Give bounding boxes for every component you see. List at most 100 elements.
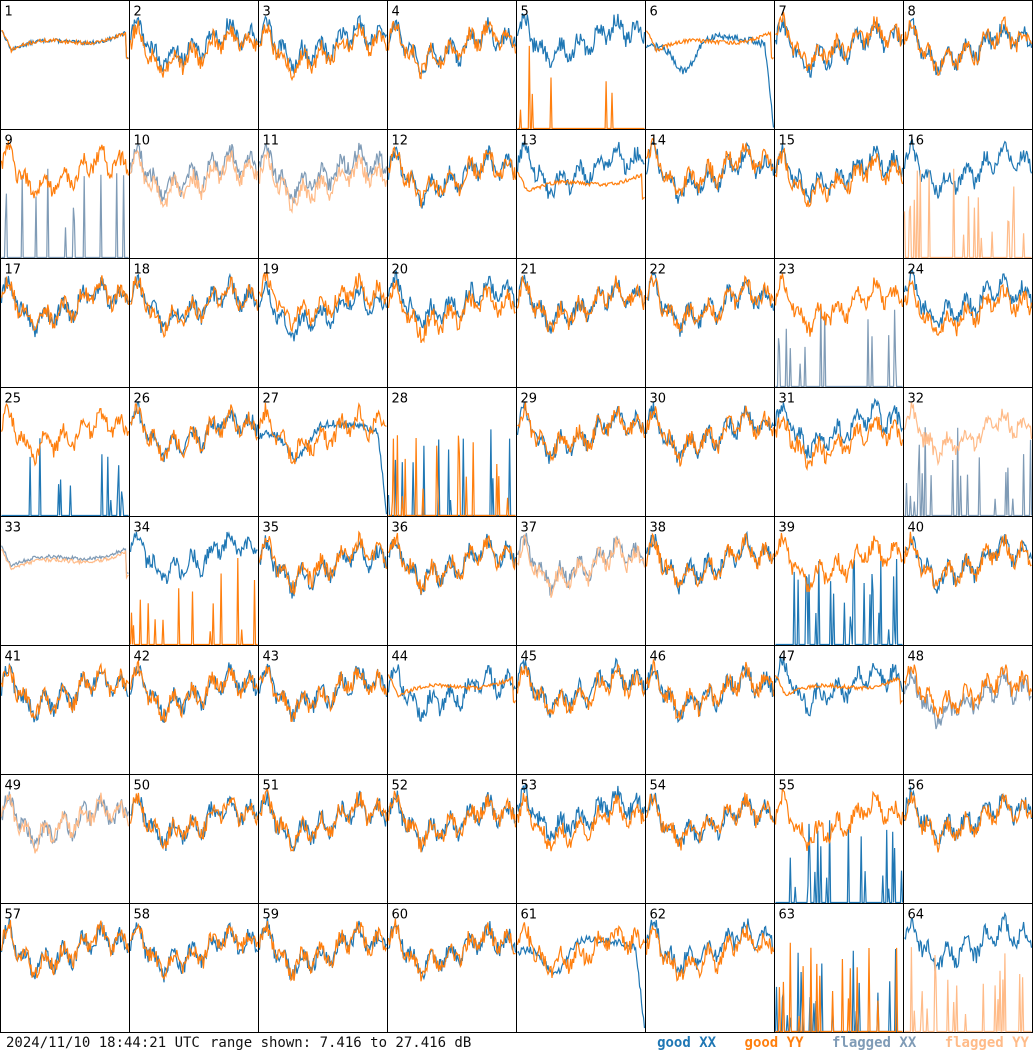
series-yy-good xyxy=(258,530,388,595)
series-yy-good xyxy=(645,137,774,197)
panel-number: 25 xyxy=(5,392,22,407)
series-xx-flagged xyxy=(258,142,388,204)
series-yy-good xyxy=(645,30,774,60)
panel-47: 47 xyxy=(774,645,904,775)
panel-35: 35 xyxy=(258,516,388,646)
series-yy-good xyxy=(645,792,774,851)
panel-10: 10 xyxy=(129,129,259,259)
series-xx-good xyxy=(258,418,388,515)
series-yy-good xyxy=(129,557,258,646)
panel-number: 49 xyxy=(5,779,22,794)
series-yy-good xyxy=(645,405,775,467)
panel-frame xyxy=(258,516,388,646)
panel-20: 20 xyxy=(387,258,517,388)
panel-frame xyxy=(774,774,904,904)
panel-number: 54 xyxy=(650,779,667,794)
panel-number: 50 xyxy=(134,779,151,794)
series-yy-good xyxy=(258,402,387,465)
footer-range-label: range shown: 7.416 to 27.416 dB xyxy=(210,1035,472,1051)
series-yy-good xyxy=(903,16,1033,77)
panel-frame xyxy=(516,129,646,259)
series-yy-good xyxy=(1,29,129,60)
series-yy-flagged xyxy=(903,401,1033,467)
panel-frame xyxy=(903,774,1033,904)
panel-number: 17 xyxy=(5,263,22,278)
series-yy-good xyxy=(258,921,388,982)
series-xx-good xyxy=(904,911,1033,972)
series-yy-good xyxy=(0,140,130,199)
panel-frame xyxy=(774,129,904,259)
panel-frame xyxy=(387,645,517,775)
panel-frame xyxy=(387,129,517,259)
series-yy-good xyxy=(774,788,904,851)
panel-56: 56 xyxy=(903,774,1033,904)
panel-number: 6 xyxy=(650,5,658,20)
series-yy-flagged xyxy=(129,149,259,209)
series-yy-good xyxy=(517,45,645,130)
panel-frame xyxy=(516,387,646,517)
panel-frame xyxy=(774,903,904,1033)
series-yy-good xyxy=(388,435,516,517)
panel-number: 51 xyxy=(263,779,280,794)
series-xx-good xyxy=(1,438,129,517)
panel-number: 59 xyxy=(263,908,280,923)
panel-frame xyxy=(516,258,646,388)
panel-51: 51 xyxy=(258,774,388,904)
panel-number: 53 xyxy=(521,779,538,794)
panel-frame xyxy=(258,129,388,259)
series-yy-good xyxy=(774,273,904,337)
panel-frame xyxy=(516,774,646,904)
series-xx-good xyxy=(516,657,646,718)
series-xx-good xyxy=(387,17,517,76)
panel-21: 21 xyxy=(516,258,646,388)
panel-54: 54 xyxy=(645,774,775,904)
panel-40: 40 xyxy=(903,516,1033,646)
series-yy-good xyxy=(516,922,646,979)
panel-number: 30 xyxy=(650,392,667,407)
series-yy-flagged xyxy=(1,548,129,580)
series-xx-good xyxy=(516,141,645,199)
panel-number: 33 xyxy=(5,521,22,536)
series-yy-good xyxy=(903,279,1033,337)
panel-frame xyxy=(129,903,259,1033)
panel-55: 55 xyxy=(774,774,904,904)
panel-50: 50 xyxy=(129,774,259,904)
panel-25: 25 xyxy=(0,387,130,517)
panel-frame xyxy=(387,387,517,517)
series-yy-good xyxy=(774,415,904,472)
series-xx-good xyxy=(258,14,388,74)
panel-43: 43 xyxy=(258,645,388,775)
panel-frame xyxy=(258,903,388,1033)
series-yy-flagged xyxy=(904,947,1032,1033)
panel-frame xyxy=(258,387,388,517)
series-xx-flagged xyxy=(775,305,903,388)
series-yy-good xyxy=(516,663,646,716)
series-yy-good xyxy=(645,532,775,588)
panel-number: 61 xyxy=(521,908,538,923)
panel-11: 11 xyxy=(258,129,388,259)
series-xx-good xyxy=(775,558,903,646)
series-yy-good xyxy=(0,403,130,467)
panel-frame xyxy=(645,0,775,130)
panel-27: 27 xyxy=(258,387,388,517)
panel-8: 8 xyxy=(903,0,1033,130)
panel-frame xyxy=(903,258,1033,388)
panel-1: 1 xyxy=(0,0,130,130)
series-yy-good xyxy=(130,276,259,339)
panel-frame xyxy=(258,645,388,775)
panel-number: 2 xyxy=(134,5,142,20)
panel-number: 21 xyxy=(521,263,538,278)
panel-number: 41 xyxy=(5,650,22,665)
panel-frame xyxy=(387,516,517,646)
panel-number: 40 xyxy=(908,521,925,536)
panel-34: 34 xyxy=(129,516,259,646)
panel-frame xyxy=(903,903,1033,1033)
panel-frame xyxy=(903,516,1033,646)
panel-16: 16 xyxy=(903,129,1033,259)
panel-number: 36 xyxy=(392,521,409,536)
panel-frame xyxy=(645,645,775,775)
panel-number: 15 xyxy=(779,134,796,149)
series-yy-good xyxy=(387,674,517,704)
panel-number: 20 xyxy=(392,263,409,278)
panel-number: 29 xyxy=(521,392,538,407)
